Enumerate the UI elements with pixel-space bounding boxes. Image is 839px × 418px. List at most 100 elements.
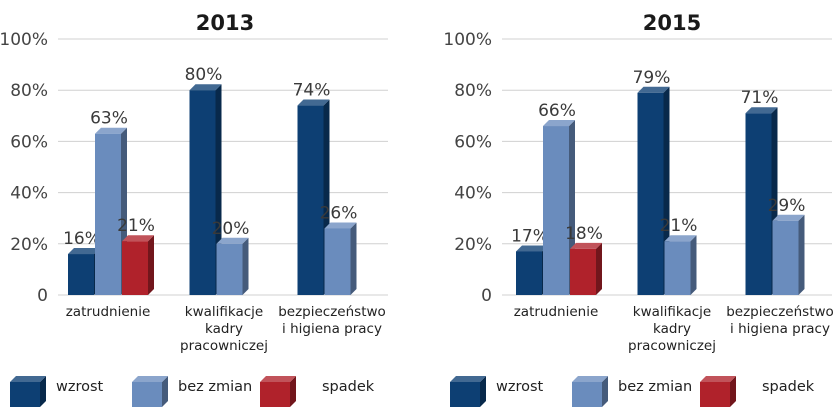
bar-wzrost-top: [189, 84, 222, 91]
data-label: 16%: [63, 229, 101, 249]
bar-wzrost: [637, 92, 664, 295]
legend-label: bez zmian: [178, 379, 252, 395]
x-tick-label: bezpieczeństwo: [726, 304, 834, 320]
data-label: 79%: [633, 68, 671, 88]
data-label: 71%: [741, 88, 779, 108]
bar-spadek-top: [570, 242, 602, 249]
bar-wzrost: [745, 113, 772, 296]
y-tick-label: 40%: [454, 184, 492, 204]
data-label: 66%: [538, 101, 576, 121]
bar-spadek: [570, 248, 596, 295]
legend-label: spadek: [762, 379, 815, 395]
legend-swatch-wzrost-side: [40, 376, 46, 407]
y-tick-label: 100%: [443, 30, 492, 50]
bar-bez-zmian-top: [543, 120, 575, 127]
bar-bez-zmian-side: [690, 235, 697, 295]
x-tick-label: i higiena pracy: [730, 321, 830, 337]
bar-bez-zmian: [324, 228, 351, 295]
bar-bez-zmian-top: [95, 127, 127, 134]
bar-wzrost: [68, 254, 94, 295]
bar-bez-zmian-side: [350, 222, 357, 295]
bar-wzrost: [297, 105, 324, 295]
chart-title: 2013: [196, 11, 254, 35]
x-tick-label: kadry: [653, 321, 691, 337]
x-tick-label: i higiena pracy: [282, 321, 382, 337]
legend-label: wzrost: [56, 379, 104, 395]
y-tick-label: 20%: [454, 235, 492, 255]
chart-panel-2015: 2015 0 20% 40% 60% 80% 100% 17% 66% 18% zatrudnien…: [443, 11, 834, 407]
chart-title: 2015: [643, 11, 701, 35]
bar-spadek: [122, 241, 148, 295]
legend-swatch-spadek: [260, 382, 290, 407]
legend-swatch-wzrost: [10, 382, 40, 407]
legend-swatch-spadek-top: [700, 376, 736, 382]
data-label: 18%: [565, 224, 603, 244]
legend-swatch-wzrost-side: [480, 376, 486, 407]
y-tick-label: 20%: [10, 235, 48, 255]
bar-spadek-side: [596, 242, 602, 295]
bar-wzrost-top: [68, 248, 100, 255]
data-label: 21%: [117, 216, 155, 236]
legend-swatch-bez-zmian: [132, 382, 162, 407]
legend-label: spadek: [322, 379, 375, 395]
legend-swatch-bez-zmian-top: [572, 376, 608, 382]
y-tick-label: 0: [37, 286, 48, 306]
bar-spadek-side: [148, 235, 154, 295]
x-tick-label: kadry: [205, 321, 243, 337]
bar-wzrost-top: [297, 99, 330, 106]
legend-swatch-spadek-side: [290, 376, 296, 407]
data-label: 80%: [185, 65, 223, 85]
bar-wzrost-top: [745, 107, 778, 114]
chart-panel-2013: 2013 0 20% 40% 60% 80% 100% 16% 63% 21% zatrudnien…: [0, 11, 388, 407]
legend-swatch-bez-zmian-side: [602, 376, 608, 407]
y-tick-label: 100%: [0, 30, 48, 50]
bar-bez-zmian-top: [772, 214, 805, 221]
bar-bez-zmian-side: [242, 237, 249, 295]
bar-bez-zmian-top: [216, 237, 249, 244]
y-tick-label: 40%: [10, 184, 48, 204]
y-tick-label: 80%: [10, 81, 48, 101]
legend-swatch-bez-zmian: [572, 382, 602, 407]
data-label: 29%: [768, 196, 806, 216]
x-tick-label: pracowniczej: [180, 338, 268, 354]
legend-swatch-bez-zmian-top: [132, 376, 168, 382]
data-label: 17%: [511, 226, 549, 246]
data-label: 74%: [293, 81, 331, 101]
data-label: 26%: [320, 203, 358, 223]
x-tick-label: zatrudnienie: [66, 304, 151, 320]
y-tick-label: 80%: [454, 81, 492, 101]
bar-bez-zmian: [543, 126, 569, 295]
y-tick-label: 0: [481, 286, 492, 306]
x-tick-label: zatrudnienie: [514, 304, 599, 320]
data-label: 63%: [90, 109, 128, 129]
bar-wzrost: [189, 90, 216, 295]
x-tick-label: bezpieczeństwo: [278, 304, 386, 320]
y-tick-label: 60%: [454, 132, 492, 152]
legend-swatch-spadek-top: [260, 376, 296, 382]
bar-bez-zmian: [772, 220, 799, 295]
legend-swatch-spadek: [700, 382, 730, 407]
bar-wzrost-top: [516, 245, 548, 252]
x-tick-label: kwalifikacje: [633, 304, 711, 320]
legend-label: wzrost: [496, 379, 544, 395]
bar-bez-zmian: [664, 241, 691, 295]
legend-swatch-spadek-side: [730, 376, 736, 407]
data-label: 20%: [212, 219, 250, 239]
legend-swatch-wzrost: [450, 382, 480, 407]
x-tick-label: kwalifikacje: [185, 304, 263, 320]
legend-label: bez zmian: [618, 379, 692, 395]
x-tick-label: pracowniczej: [628, 338, 716, 354]
legend-swatch-bez-zmian-side: [162, 376, 168, 407]
legend-swatch-wzrost-top: [450, 376, 486, 382]
bar-spadek-top: [122, 235, 154, 242]
bar-bez-zmian-side: [798, 214, 805, 295]
bar-bez-zmian: [216, 243, 243, 295]
bar-bez-zmian-top: [324, 222, 357, 229]
data-label: 21%: [660, 216, 698, 236]
y-tick-label: 60%: [10, 132, 48, 152]
bar-bez-zmian-top: [664, 235, 697, 242]
legend-swatch-wzrost-top: [10, 376, 46, 382]
bar-bez-zmian: [95, 133, 121, 295]
